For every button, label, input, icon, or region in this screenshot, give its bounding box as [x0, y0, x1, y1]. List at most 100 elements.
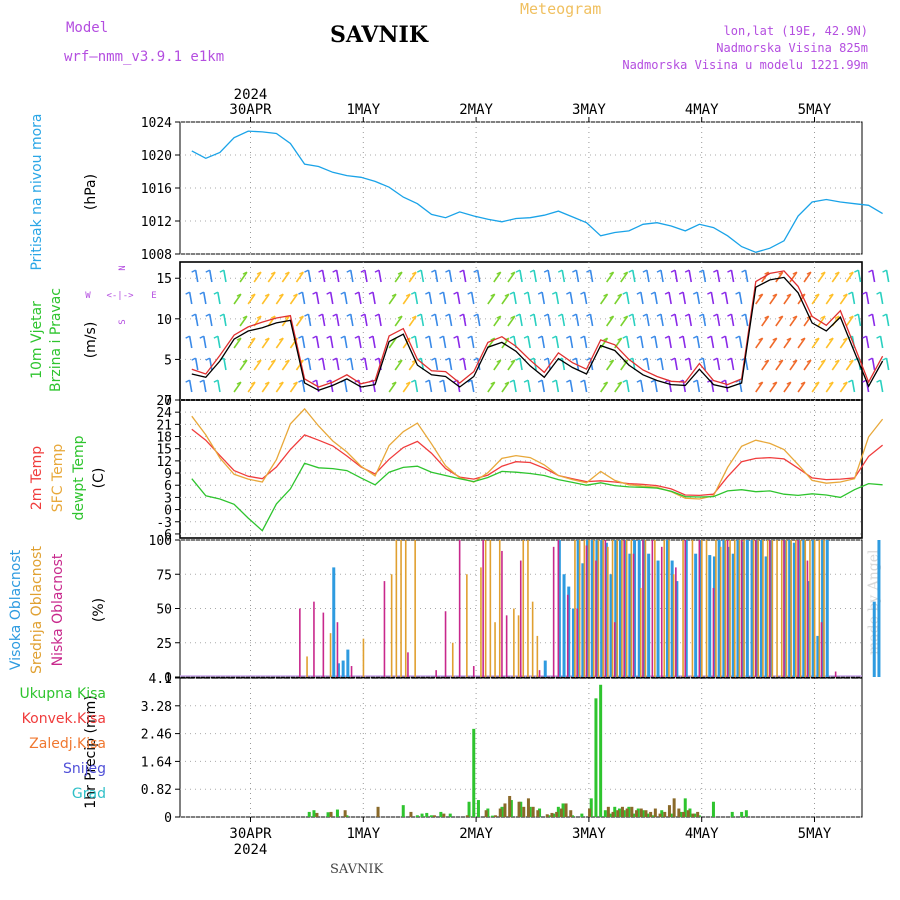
- cloud-bar: [581, 563, 585, 677]
- wind-barb: [470, 336, 475, 349]
- precip-bar: [503, 803, 507, 817]
- cloud-bar: [780, 540, 783, 677]
- wind-barb: [456, 336, 461, 349]
- cloud-bar: [480, 567, 482, 677]
- wind-barb: [448, 270, 453, 283]
- cloud-bar: [346, 649, 350, 677]
- wind-barb: [724, 336, 729, 349]
- wind-barb: [408, 315, 417, 327]
- page-title: SAVNIK: [330, 22, 428, 48]
- wind-barb: [783, 337, 792, 349]
- precip-bar: [415, 815, 419, 817]
- cloud-bar: [816, 635, 820, 677]
- wind-barb: [329, 336, 334, 349]
- wind-barb-head: [250, 293, 256, 297]
- wind-barb-head: [439, 379, 444, 383]
- wind-barb-head: [416, 313, 422, 317]
- cloud-bar: [712, 556, 716, 677]
- wind-barb: [223, 314, 227, 327]
- wind-barb-head: [293, 381, 298, 385]
- precip-bar: [580, 813, 584, 817]
- wind-barb-head: [764, 271, 769, 275]
- wind-barb: [208, 314, 213, 327]
- wind-barb: [541, 380, 546, 393]
- wind-barb: [769, 381, 778, 393]
- wind-barb-head: [459, 313, 464, 317]
- wind-barb-head: [650, 335, 656, 339]
- precip-bar: [409, 811, 413, 817]
- wind-barb: [223, 270, 227, 283]
- wind-barb-head: [496, 359, 502, 363]
- precip-bar: [683, 798, 687, 817]
- wind-barb-head: [473, 313, 478, 317]
- precip-legend-item: Grad: [72, 786, 106, 802]
- cloud-bar: [299, 608, 301, 677]
- wind-barb: [547, 270, 552, 283]
- wind-barb-head: [360, 313, 366, 317]
- wind-barb-head: [439, 291, 444, 295]
- cloud-bar: [498, 540, 501, 677]
- wind-barb: [448, 358, 453, 371]
- precip-bar: [646, 813, 650, 817]
- precip-legend-item: Konvek.Kisa: [22, 711, 106, 727]
- wind-barb: [253, 271, 262, 283]
- wind-barb-head: [764, 359, 769, 363]
- wind-barb: [239, 359, 248, 371]
- wind-barb: [702, 314, 707, 327]
- cloud-bar: [522, 540, 525, 677]
- wind-barb: [208, 358, 213, 371]
- cloud-bar: [350, 666, 353, 677]
- wind-barb: [730, 270, 735, 283]
- cloud-bar: [313, 601, 315, 677]
- pressure-tick-label: 1024: [141, 116, 172, 131]
- wind-barb: [388, 337, 397, 349]
- wind-barb-head: [713, 269, 718, 273]
- precip-bar: [679, 811, 683, 817]
- wind-barb: [456, 292, 461, 305]
- cloud-bar: [769, 540, 771, 677]
- wind-barb-head: [397, 359, 403, 363]
- wind-barb-head: [250, 381, 256, 385]
- wind-barb: [885, 270, 890, 283]
- wind-barb-head: [439, 335, 444, 339]
- wind-barb: [202, 380, 207, 393]
- wind-barb: [261, 337, 270, 349]
- wind-barb-head: [416, 269, 422, 273]
- wind-barb-head: [721, 335, 726, 339]
- wind-barb-head: [391, 293, 397, 297]
- wind-barb-head: [529, 269, 535, 273]
- wind-axis-title-1: 10m Vjetar: [29, 301, 45, 379]
- wind-barb: [501, 381, 510, 393]
- wind-barb-head: [236, 293, 242, 297]
- wind-barb-head: [185, 291, 190, 295]
- temperature-tick-label: -3: [156, 516, 172, 531]
- precip-bar: [569, 810, 573, 817]
- precip-legend-item: Zaledj.Kisa: [29, 736, 106, 752]
- cloud-bar: [750, 540, 754, 677]
- wind-barb-head: [806, 271, 812, 275]
- cloud-bar: [799, 540, 802, 677]
- wind-barb-head: [842, 337, 848, 341]
- wind-barb-head: [758, 337, 763, 341]
- cloud-bar: [400, 540, 402, 677]
- wind-barb: [730, 314, 735, 327]
- wind-barb: [761, 315, 770, 327]
- wind-barb: [408, 359, 417, 371]
- top-day-label: 2MAY: [459, 102, 493, 118]
- cloud-bar: [595, 540, 599, 677]
- cloud-bar: [519, 560, 522, 677]
- wind-barb-head: [278, 381, 284, 385]
- cloud-bar: [797, 540, 799, 677]
- precip-bar: [711, 801, 715, 817]
- wind-barb: [575, 358, 580, 371]
- wind-barb: [194, 270, 199, 283]
- temperature-tick-label: 3: [164, 491, 172, 506]
- precip-bar: [343, 810, 347, 817]
- top-day-label: 30APR: [229, 102, 272, 118]
- temperature-tick-label: 15: [156, 443, 172, 458]
- wind-barb-head: [764, 315, 769, 319]
- wind-barb-head: [868, 357, 873, 361]
- wind-barb-head: [772, 293, 778, 297]
- bottom-day-label: 3MAY: [572, 826, 606, 842]
